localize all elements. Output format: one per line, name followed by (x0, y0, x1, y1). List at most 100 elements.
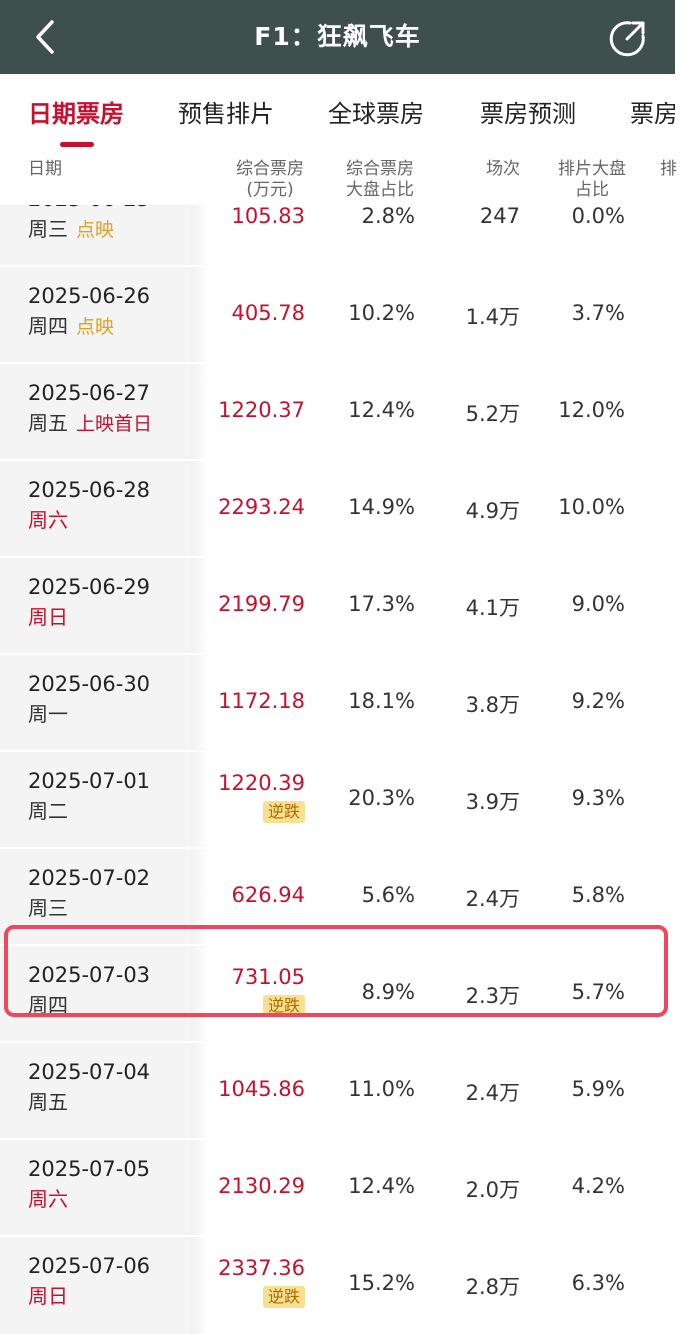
row-release-tag: 点映 (76, 316, 115, 338)
row-weekday-label: 周四 (28, 993, 68, 1017)
row-date: 2025-07-04 (28, 1060, 151, 1084)
row-screenings: 2.8万 (465, 1275, 520, 1299)
page-title: F1：狂飙飞车 (254, 22, 421, 51)
row-market-share: 8.9% (361, 980, 415, 1004)
tab-boxoffice-forecast[interactable]: 票房预测 (480, 100, 576, 128)
row-weekday: 周日 (28, 601, 68, 630)
row-weekday-label: 周六 (28, 1187, 68, 1211)
row-divider (0, 361, 675, 364)
row-weekday: 周一 (28, 698, 68, 727)
tab-bar: 日期票房 预售排片 全球票房 票房预测 票房 (0, 74, 675, 146)
row-boxoffice: 626.94 (231, 883, 305, 907)
col-schedule-line2: 占比 (575, 180, 609, 200)
row-weekday: 周六 (28, 504, 68, 533)
col-boxoffice-line2: (万元) (246, 180, 294, 200)
row-divider (0, 652, 675, 655)
tab-boxoffice-more[interactable]: 票房 (630, 100, 675, 128)
row-weekday: 周三 (28, 892, 68, 921)
reverse-rise-badge: 逆跌 (262, 1286, 305, 1308)
row-screenings: 4.1万 (465, 596, 520, 620)
row-weekday-label: 周五 (28, 1090, 68, 1114)
row-schedule-share: 9.3% (571, 786, 625, 810)
row-schedule-share: 5.8% (571, 883, 625, 907)
row-weekday-label: 周三 (28, 896, 68, 920)
row-market-share: 10.2% (348, 301, 415, 325)
row-divider (0, 264, 675, 267)
row-boxoffice: 1220.39 (218, 771, 305, 795)
boxoffice-table[interactable]: 2025-06-25周三点映105.832.8%2470.0%2025-06-2… (0, 200, 675, 1334)
row-screenings: 3.9万 (465, 790, 520, 814)
row-divider (0, 1137, 675, 1140)
row-market-share: 17.3% (348, 592, 415, 616)
row-weekday-label: 周二 (28, 799, 68, 823)
row-divider (0, 458, 675, 461)
row-weekday: 周六 (28, 1183, 68, 1212)
tab-global-boxoffice[interactable]: 全球票房 (328, 100, 424, 128)
row-boxoffice: 2130.29 (218, 1174, 305, 1198)
row-boxoffice: 1045.86 (218, 1077, 305, 1101)
row-market-share: 20.3% (348, 786, 415, 810)
row-date: 2025-06-29 (28, 575, 151, 599)
row-boxoffice: 731.05 (231, 965, 305, 989)
share-button[interactable] (606, 16, 650, 60)
col-schedule-line1: 排片大盘 (558, 159, 626, 179)
row-divider (0, 943, 675, 946)
col-share-line1: 综合票房 (346, 159, 414, 179)
row-screenings: 5.2万 (465, 402, 520, 426)
row-market-share: 2.8% (361, 204, 415, 228)
row-divider (0, 846, 675, 849)
row-date: 2025-06-27 (28, 381, 151, 405)
col-boxoffice-line1: 综合票房 (236, 159, 304, 179)
row-market-share: 14.9% (348, 495, 415, 519)
row-date: 2025-06-30 (28, 672, 151, 696)
row-weekday: 周五 上映首日 (28, 407, 152, 436)
reverse-rise-badge: 逆跌 (262, 801, 305, 823)
tab-presale-schedule[interactable]: 预售排片 (178, 100, 274, 128)
row-date: 2025-07-06 (28, 1254, 151, 1278)
row-schedule-share: 9.2% (571, 689, 625, 713)
row-weekday-label: 周四 (28, 314, 68, 338)
reverse-rise-badge: 逆跌 (262, 995, 305, 1017)
row-date: 2025-06-28 (28, 478, 151, 502)
row-schedule-share: 9.0% (571, 592, 625, 616)
row-divider (0, 1234, 675, 1237)
row-divider (0, 1040, 675, 1043)
column-shadow (190, 200, 208, 1334)
row-screenings: 247 (479, 204, 520, 228)
row-divider (0, 555, 675, 558)
back-button[interactable] (28, 16, 68, 58)
row-market-share: 18.1% (348, 689, 415, 713)
row-schedule-share: 4.2% (571, 1174, 625, 1198)
edge-strip (675, 0, 688, 1334)
row-schedule-share: 0.0% (571, 204, 625, 228)
col-share: 综合票房 大盘占比 (340, 159, 420, 201)
row-date: 2025-07-02 (28, 866, 151, 890)
row-boxoffice: 2293.24 (218, 495, 305, 519)
row-market-share: 12.4% (348, 398, 415, 422)
row-boxoffice: 1220.37 (218, 398, 305, 422)
col-screens: 场次 (486, 159, 520, 179)
row-weekday-label: 周日 (28, 1284, 68, 1308)
row-boxoffice: 2199.79 (218, 592, 305, 616)
row-date: 2025-06-26 (28, 284, 151, 308)
row-schedule-share: 12.0% (558, 398, 625, 422)
row-screenings: 3.8万 (465, 693, 520, 717)
row-screenings: 2.0万 (465, 1178, 520, 1202)
row-weekday: 周二 (28, 795, 68, 824)
row-boxoffice: 405.78 (231, 301, 305, 325)
tab-daily-boxoffice[interactable]: 日期票房 (28, 100, 124, 128)
row-schedule-share: 3.7% (571, 301, 625, 325)
col-schedule: 排片大盘 占比 (552, 159, 632, 201)
row-schedule-share: 6.3% (571, 1271, 625, 1295)
row-date: 2025-07-05 (28, 1157, 151, 1181)
row-schedule-share: 5.9% (571, 1077, 625, 1101)
row-weekday: 周四 (28, 989, 68, 1018)
row-market-share: 15.2% (348, 1271, 415, 1295)
row-screenings: 2.3万 (465, 984, 520, 1008)
share-icon (609, 21, 645, 57)
row-weekday: 周三 点映 (28, 213, 114, 242)
row-divider (0, 749, 675, 752)
row-screenings: 1.4万 (465, 305, 520, 329)
col-date: 日期 (28, 159, 62, 179)
